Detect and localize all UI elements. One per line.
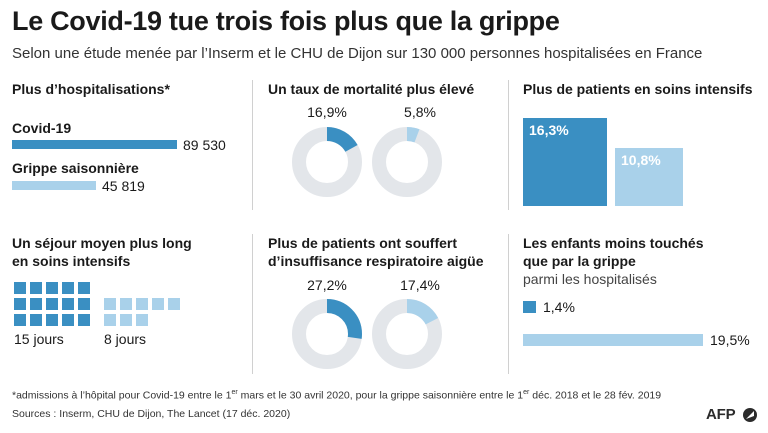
hosp-grippe-bar [12, 181, 96, 190]
insuffisance-covid-donut [292, 299, 362, 369]
page-subtitle: Selon une étude menée par l’Inserm et le… [12, 45, 703, 62]
enfants-covid-bar [523, 301, 536, 313]
enfants-covid-pct: 1,4% [543, 299, 575, 315]
separator-top-1 [252, 80, 253, 210]
day-square [14, 314, 26, 326]
separator-top-2 [508, 80, 509, 210]
day-square [104, 314, 116, 326]
day-square [78, 314, 90, 326]
day-square [120, 298, 132, 310]
day-square [46, 314, 58, 326]
day-square [104, 298, 116, 310]
hosp-covid-label: Covid-19 [12, 120, 72, 136]
panel-enfants-title-line2: que par la grippe [523, 253, 636, 269]
hosp-covid-bar [12, 140, 177, 149]
day-square [78, 282, 90, 294]
panel-mortalite-title: Un taux de mortalité plus élevé [268, 81, 475, 97]
day-square [14, 282, 26, 294]
mortalite-covid-donut [292, 127, 362, 197]
si-grippe-pct: 10,8% [621, 152, 661, 168]
day-square [46, 282, 58, 294]
panel-soins-intensifs-title: Plus de patients en soins intensifs [523, 81, 753, 97]
mortalite-covid-pct: 16,9% [307, 104, 347, 120]
day-square [62, 314, 74, 326]
sejour-grippe-label: 8 jours [104, 331, 147, 347]
day-square [152, 298, 164, 310]
hosp-grippe-label: Grippe saisonnière [12, 160, 139, 176]
enfants-grippe-pct: 19,5% [710, 332, 750, 348]
day-square [136, 314, 148, 326]
day-square [14, 298, 26, 310]
sejour-covid-label: 15 jours [14, 331, 64, 347]
page-title: Le Covid-19 tue trois fois plus que la g… [12, 6, 560, 36]
mortalite-grippe-pct: 5,8% [404, 104, 436, 120]
si-covid-pct: 16,3% [529, 122, 569, 138]
si-covid-bar: 16,3% [523, 118, 607, 206]
sources: Sources : Inserm, CHU de Dijon, The Lanc… [12, 408, 291, 420]
afp-logo-icon [743, 408, 757, 422]
insuffisance-grippe-donut [372, 299, 442, 369]
day-square [136, 298, 148, 310]
separator-bottom-1 [252, 234, 253, 374]
day-square [46, 298, 58, 310]
hosp-grippe-value: 45 819 [102, 178, 145, 194]
si-grippe-bar: 10,8% [615, 148, 683, 206]
day-square [62, 282, 74, 294]
day-square [168, 298, 180, 310]
day-square [62, 298, 74, 310]
mortalite-grippe-donut [372, 127, 442, 197]
footnote: *admissions à l’hôpital pour Covid-19 en… [12, 389, 662, 402]
insuffisance-covid-pct: 27,2% [307, 277, 347, 293]
day-square [120, 314, 132, 326]
panel-sejour-title-line2: en soins intensifs [12, 253, 131, 269]
panel-enfants-subtitle: parmi les hospitalisés [523, 271, 657, 287]
day-square [78, 298, 90, 310]
panel-insuffisance-title-line1: Plus de patients ont souffert [268, 235, 458, 251]
enfants-grippe-bar [523, 334, 703, 346]
panel-sejour-title-line1: Un séjour moyen plus long [12, 235, 192, 251]
day-square [30, 282, 42, 294]
sejour-covid-squares [14, 282, 90, 326]
panel-insuffisance-title-line2: d’insuffisance respiratoire aigüe [268, 253, 484, 269]
hosp-covid-value: 89 530 [183, 137, 226, 153]
separator-bottom-2 [508, 234, 509, 374]
panel-enfants-title-line1: Les enfants moins touchés [523, 235, 704, 251]
day-square [30, 314, 42, 326]
sejour-grippe-squares [104, 298, 180, 326]
panel-hospitalisations-title: Plus d’hospitalisations* [12, 81, 170, 97]
day-square [30, 298, 42, 310]
insuffisance-grippe-pct: 17,4% [400, 277, 440, 293]
afp-logo: AFP [706, 405, 758, 425]
